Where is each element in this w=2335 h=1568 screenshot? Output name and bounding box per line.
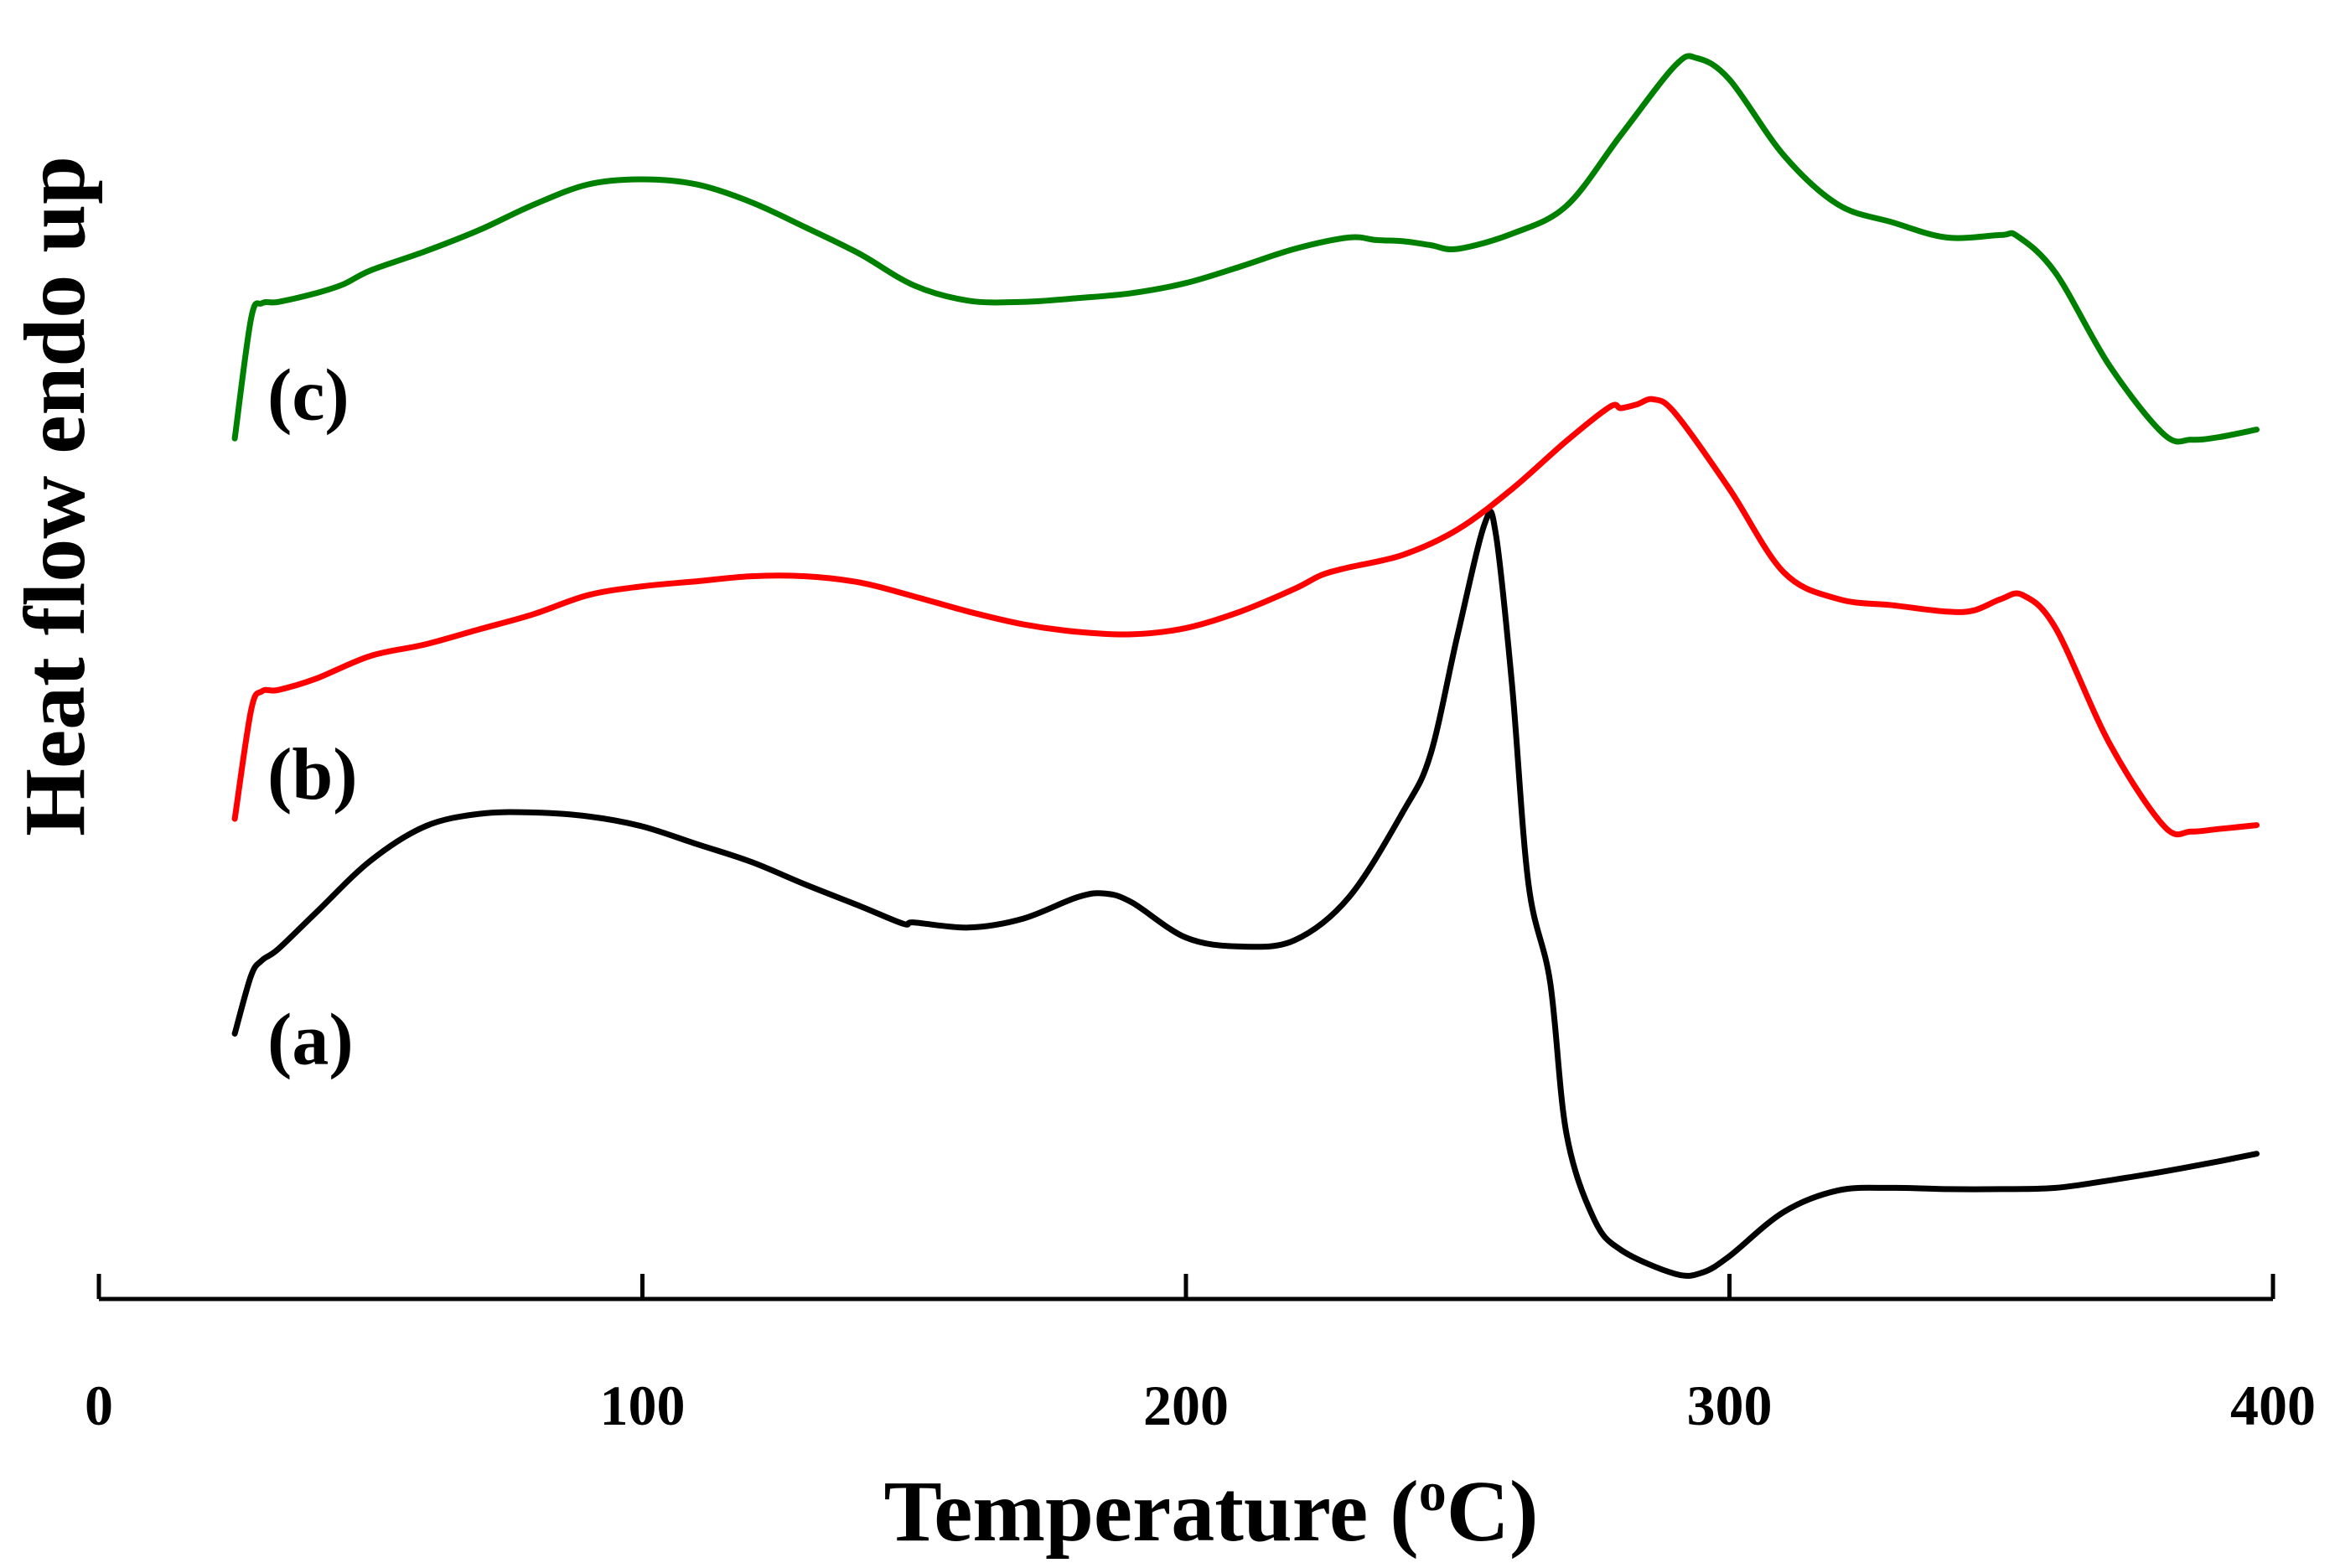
x-axis-title-main: Temperature [883,1463,1368,1560]
x-axis-title-unit-superscript: o [1419,1462,1447,1523]
series-label-a: (a) [267,1000,354,1081]
series-line-b [231,396,2260,838]
x-tick-label-400: 400 [2230,1374,2316,1437]
x-axis-title-unit: C [1447,1463,1509,1560]
x-tick-label-0: 0 [85,1374,113,1437]
x-axis: 0 100 200 300 400 [85,1274,2316,1437]
series-layer [231,53,2260,1279]
series-label-c: (c) [267,355,349,437]
x-tick-label-100: 100 [600,1374,686,1437]
x-tick-label-300: 300 [1687,1374,1773,1437]
x-tick-label-200: 200 [1143,1374,1229,1437]
series-labels-layer: (a) (b) (c) [267,355,358,1081]
y-axis-title: Heat flow endo up [7,156,103,836]
series-line-c [231,53,2260,445]
x-axis-title: Temperature (oC) [883,1462,1538,1560]
series-line-a [231,509,2260,1279]
series-label-b: (b) [267,734,358,815]
